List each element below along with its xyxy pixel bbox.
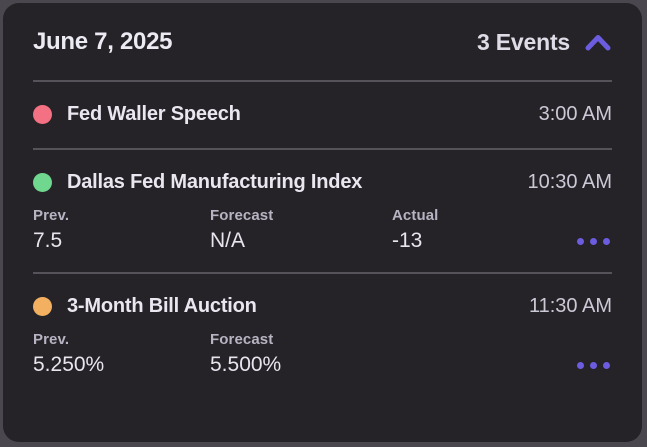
event-stat: Forecast 5.500%	[210, 331, 392, 377]
event-stats: Prev. 7.5 Forecast N/A Actual -13	[33, 207, 612, 272]
stat-label: Prev.	[33, 207, 70, 224]
stat-value: -13	[392, 229, 423, 252]
event-impact-dot	[33, 105, 52, 124]
event-head: 3-Month Bill Auction 11:30 AM	[33, 274, 612, 318]
event-head: Fed Waller Speech 3:00 AM	[33, 82, 612, 148]
stat-value: 5.500%	[210, 353, 282, 376]
event-stat: Prev. 5.250%	[33, 331, 210, 377]
stat-label: Prev.	[33, 331, 70, 348]
more-options-button[interactable]	[577, 238, 612, 253]
event-row: 3-Month Bill Auction 11:30 AM Prev. 5.25…	[33, 274, 612, 396]
more-options-button[interactable]	[577, 362, 612, 377]
stat-value: N/A	[210, 229, 246, 252]
event-stat: Prev. 7.5	[33, 207, 210, 253]
divider	[33, 148, 612, 150]
event-title: Dallas Fed Manufacturing Index	[67, 171, 363, 193]
event-stat: Forecast N/A	[210, 207, 392, 253]
ellipsis-icon	[577, 238, 610, 245]
event-time: 11:30 AM	[528, 295, 612, 317]
ellipsis-icon	[577, 362, 610, 369]
events-count: 3 Events	[476, 28, 570, 55]
event-row: Dallas Fed Manufacturing Index 10:30 AM …	[33, 150, 612, 272]
stat-label: Forecast	[210, 331, 274, 348]
divider	[33, 272, 612, 274]
header-right: 3 Events	[477, 29, 612, 56]
stat-value: 7.5	[33, 229, 63, 252]
event-title: 3-Month Bill Auction	[67, 295, 257, 317]
stat-label: Forecast	[210, 207, 274, 224]
event-title: Fed Waller Speech	[67, 103, 241, 125]
stat-label: Actual	[392, 207, 439, 224]
event-time: 10:30 AM	[527, 171, 612, 193]
event-stat: Actual -13	[392, 207, 438, 253]
collapse-button[interactable]	[584, 31, 612, 53]
event-time: 3:00 AM	[538, 103, 612, 125]
card-header: June 7, 2025 3 Events	[33, 3, 612, 80]
divider	[33, 80, 612, 82]
event-stats: Prev. 5.250% Forecast 5.500%	[33, 331, 612, 396]
events-card: June 7, 2025 3 Events Fed Waller Speech …	[3, 3, 642, 442]
stat-value: 5.250%	[33, 353, 105, 376]
date-title: June 7, 2025	[33, 28, 173, 55]
event-row: Fed Waller Speech 3:00 AM	[33, 82, 612, 148]
chevron-up-icon	[584, 33, 612, 53]
event-impact-dot	[33, 297, 52, 316]
event-impact-dot	[33, 173, 52, 192]
events-list: Fed Waller Speech 3:00 AM Dallas Fed Man…	[33, 82, 612, 396]
event-head: Dallas Fed Manufacturing Index 10:30 AM	[33, 150, 612, 194]
